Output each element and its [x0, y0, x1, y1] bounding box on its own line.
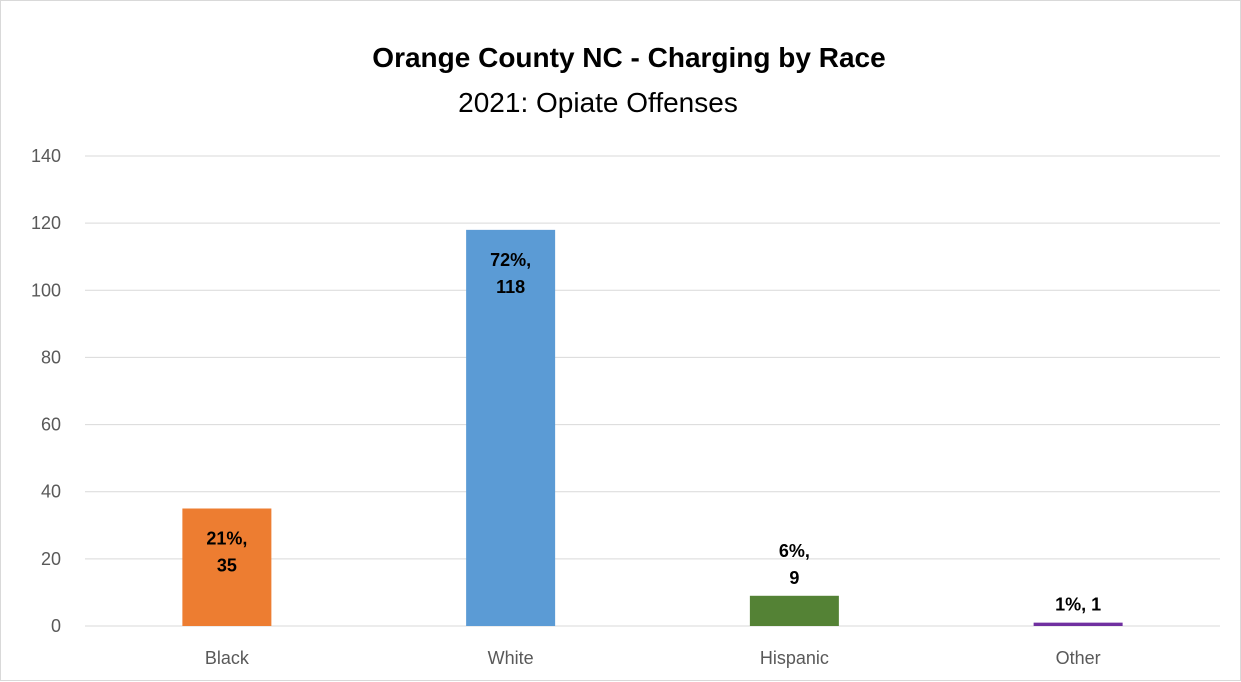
data-label-hispanic: 6%, 9 — [779, 541, 810, 588]
bar-other — [1033, 622, 1123, 626]
data-label-black: 21%, 35 — [206, 529, 247, 576]
data-label-white: 72%, 118 — [490, 250, 531, 297]
y-tick-label: 140 — [31, 146, 61, 166]
y-tick-label: 80 — [41, 347, 61, 367]
gridlines — [85, 155, 1220, 627]
bar-white — [466, 229, 556, 626]
y-tick-label: 60 — [41, 415, 61, 435]
bars — [182, 229, 1123, 626]
category-label-black: Black — [205, 648, 250, 668]
category-label-other: Other — [1056, 648, 1101, 668]
category-label-hispanic: Hispanic — [760, 648, 829, 668]
y-tick-label: 100 — [31, 280, 61, 300]
y-tick-label: 0 — [51, 616, 61, 636]
bar-hispanic — [749, 595, 839, 626]
y-tick-label: 120 — [31, 213, 61, 233]
y-axis-tick-labels: 0 20 40 60 80 100 120 140 — [31, 146, 61, 636]
data-labels: 21%, 35 72%, 118 6%, 9 1%, 1 — [206, 250, 1101, 615]
category-label-white: White — [488, 648, 534, 668]
bar-black — [182, 508, 272, 626]
x-axis-category-labels: Black White Hispanic Other — [205, 648, 1101, 668]
chart-subtitle: 2021: Opiate Offenses — [458, 87, 738, 118]
data-label-other: 1%, 1 — [1055, 595, 1101, 615]
y-tick-label: 20 — [41, 549, 61, 569]
y-tick-label: 40 — [41, 482, 61, 502]
chart-title: Orange County NC - Charging by Race — [372, 42, 885, 73]
